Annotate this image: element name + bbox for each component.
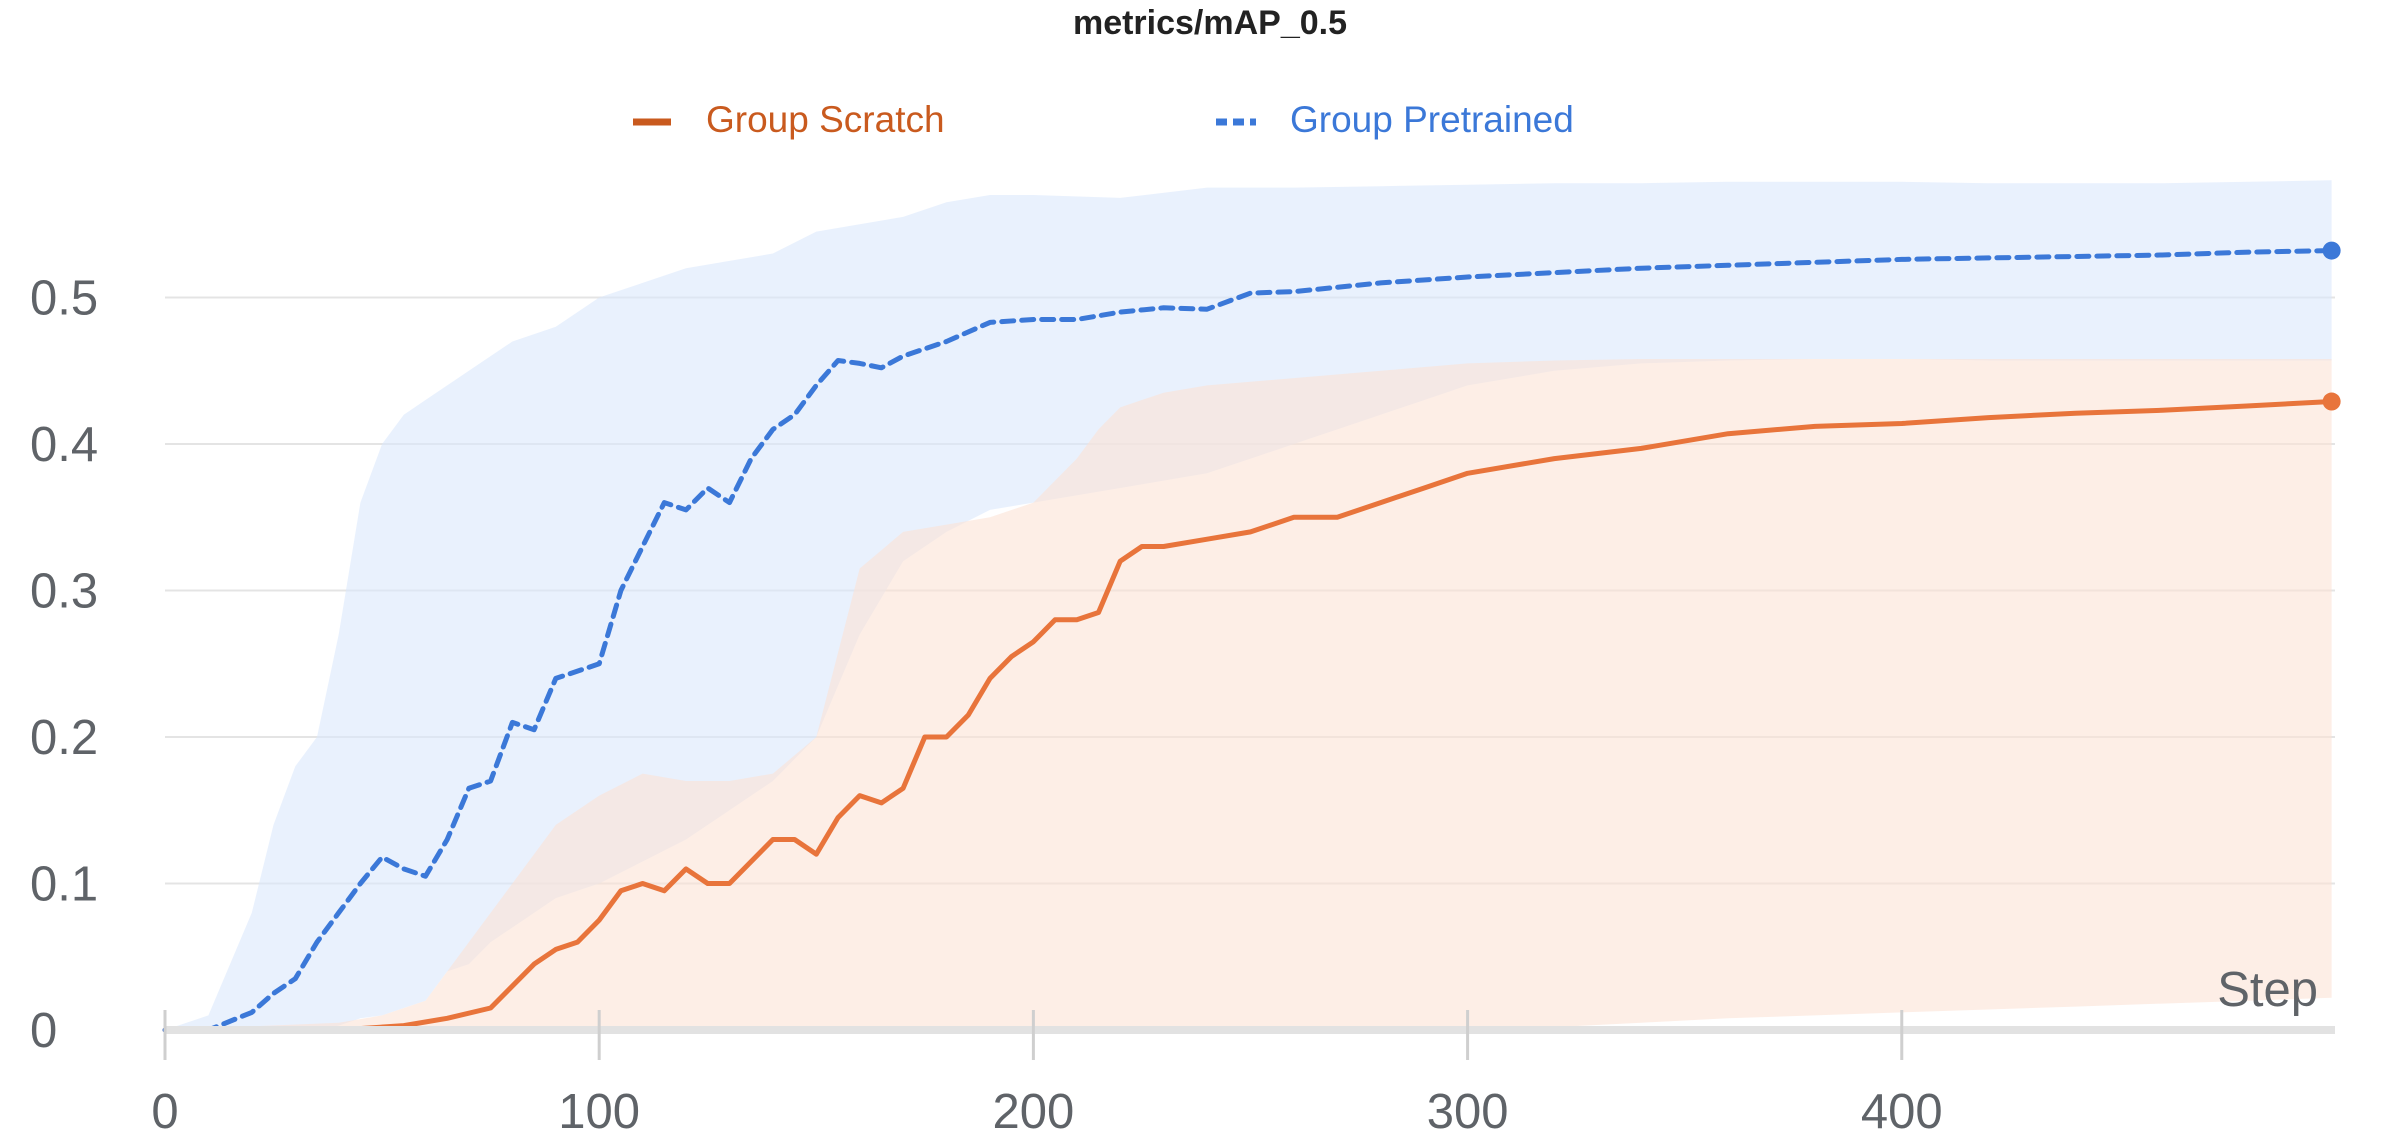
legend-item-pretrained[interactable]: Group Pretrained	[1216, 99, 1574, 140]
x-axis-label: Step	[2217, 963, 2318, 1017]
series-line-scratch	[162, 399, 2335, 1033]
y-tick-label: 0	[30, 1004, 57, 1058]
series-end-point-pretrained	[2322, 241, 2341, 260]
legend-label-scratch: Group Scratch	[706, 99, 945, 140]
band-scratch	[165, 359, 2332, 1030]
y-tick-label: 0.1	[30, 858, 98, 912]
legend: Group Scratch Group Pretrained	[633, 99, 1574, 140]
x-axis-ticks: 0 100 200 300 400	[151, 1085, 1942, 1139]
series-lines	[162, 241, 2341, 1033]
y-tick-label: 0.5	[30, 272, 98, 326]
chart-title: metrics/mAP_0.5	[1073, 4, 1347, 42]
y-tick-label: 0.4	[30, 418, 98, 472]
axes	[163, 1010, 2335, 1060]
y-tick-label: 0.3	[30, 565, 98, 619]
series-line-pretrained	[162, 248, 2335, 1033]
y-axis-ticks: 0 0.1 0.2 0.3 0.4 0.5	[30, 272, 98, 1059]
confidence-bands	[165, 180, 2332, 1031]
x-tick-label: 300	[1427, 1085, 1509, 1139]
x-tick-label: 400	[1861, 1085, 1943, 1139]
y-tick-label: 0.2	[30, 711, 98, 765]
legend-label-pretrained: Group Pretrained	[1290, 99, 1574, 140]
x-tick-label: 100	[558, 1085, 640, 1139]
x-tick-label: 200	[993, 1085, 1075, 1139]
x-tick-label: 0	[151, 1085, 178, 1139]
series-end-point-scratch	[2322, 392, 2341, 411]
legend-item-scratch[interactable]: Group Scratch	[633, 99, 945, 140]
